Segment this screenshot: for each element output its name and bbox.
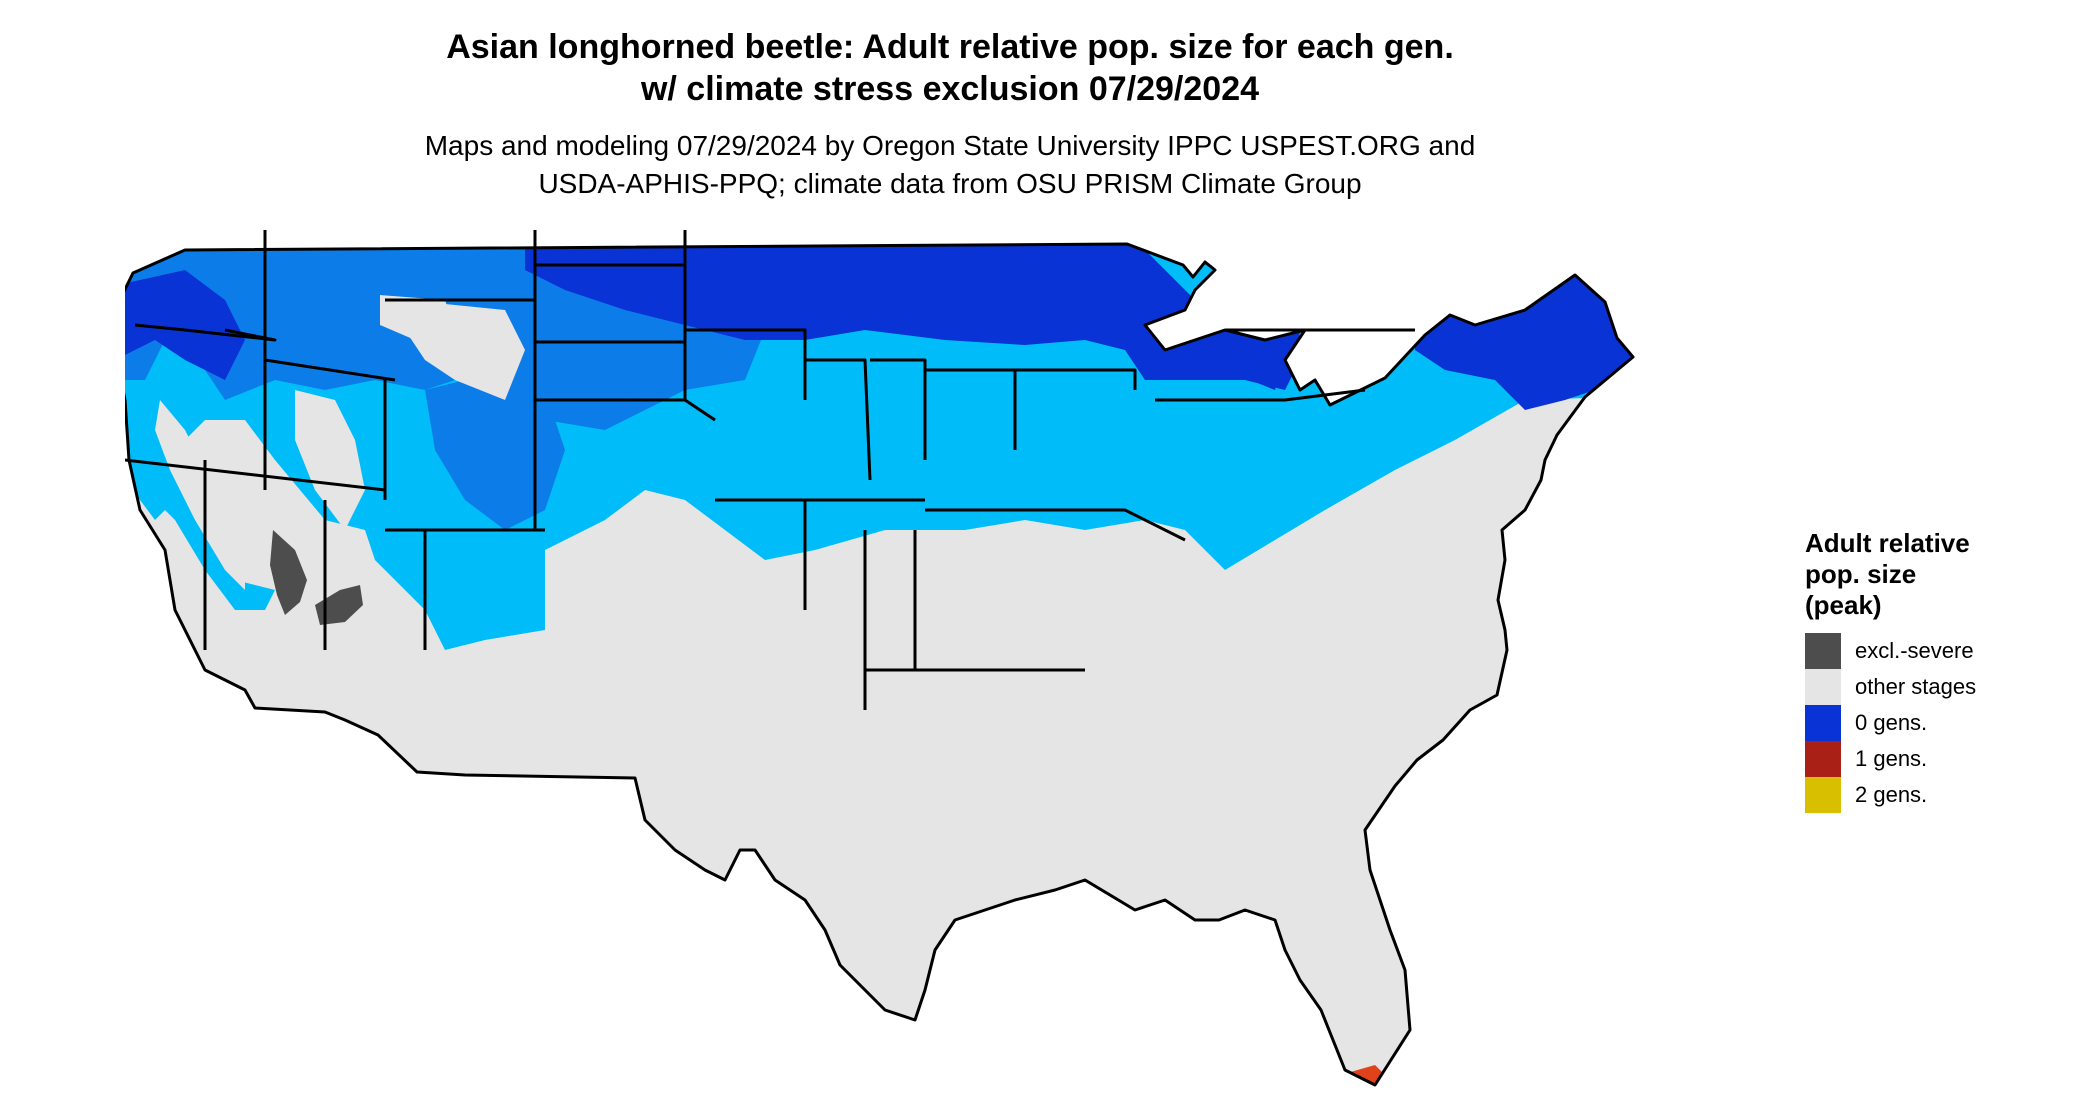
- border-in: [870, 358, 927, 460]
- legend-item-1-gens: 1 gens.: [1805, 741, 2085, 777]
- border-ia: [685, 328, 807, 400]
- legend-label-excl-severe: excl.-severe: [1855, 638, 1974, 663]
- legend-title-line-3: (peak): [1805, 590, 1882, 620]
- legend-label-2-gens: 2 gens.: [1855, 782, 1928, 807]
- legend-title-line-2: pop. size: [1805, 559, 1917, 589]
- us-map: [125, 230, 1765, 1116]
- border-il: [805, 358, 872, 481]
- map-legend: Adult relative pop. size (peak) excl.-se…: [1805, 528, 2085, 813]
- map-region-dark-blue-north: [525, 244, 1285, 390]
- border-va-md: [1155, 388, 1366, 402]
- legend-swatch-2-gens: [1805, 777, 1841, 813]
- border-wa-or: [134, 323, 277, 342]
- legend-item-excl-severe: excl.-severe: [1805, 633, 2085, 669]
- legend-item-2-gens: 2 gens.: [1805, 777, 2085, 813]
- map-region-grey-central-valley: [155, 400, 245, 590]
- map-subtitle-line-1: Maps and modeling 07/29/2024 by Oregon S…: [424, 130, 1476, 161]
- map-patch-excl-california-desert: [270, 530, 307, 615]
- map-region-mid-blue-rockies: [425, 370, 565, 530]
- state-borders: [125, 230, 1635, 1087]
- map-title: Asian longhorned beetle: Adult relative …: [0, 26, 1900, 110]
- legend-swatch-excl-severe: [1805, 633, 1841, 669]
- map-patch-grey-wyoming: [405, 300, 525, 400]
- legend-swatch-1-gens: [1805, 741, 1841, 777]
- map-title-line-2: w/ climate stress exclusion 07/29/2024: [640, 70, 1260, 108]
- border-ok-tx: [684, 398, 716, 422]
- legend-title-line-1: Adult relative: [1805, 528, 1970, 558]
- border-id-mt: [264, 358, 396, 382]
- map-subtitle: Maps and modeling 07/29/2024 by Oregon S…: [0, 127, 1900, 203]
- map-region-dark-blue-new-england: [1415, 250, 1633, 410]
- border-or-south: [125, 458, 386, 492]
- map-fill: [125, 244, 1633, 1085]
- map-region-dark-blue-northwest-coast: [125, 270, 245, 380]
- legend-label-other-stages: other stages: [1855, 674, 1977, 699]
- legend-label-0-gens: 0 gens.: [1855, 710, 1928, 735]
- map-subtitle-line-2: USDA-APHIS-PPQ; climate data from OSU PR…: [538, 168, 1362, 199]
- legend-item-0-gens: 0 gens.: [1805, 705, 2085, 741]
- map-patch-excl-arizona: [315, 585, 363, 625]
- us-map-svg: [125, 230, 1635, 1087]
- legend-swatch-other-stages: [1805, 669, 1841, 705]
- map-title-line-1: Asian longhorned beetle: Adult relative …: [446, 28, 1454, 66]
- legend-swatch-0-gens: [1805, 705, 1841, 741]
- legend-label-1-gens: 1 gens.: [1855, 746, 1928, 771]
- legend-title: Adult relative pop. size (peak): [1805, 528, 2085, 621]
- map-patch-grey-nevada: [295, 390, 365, 530]
- border-nc-sc: [925, 508, 1186, 542]
- border-pa: [1015, 368, 1137, 390]
- legend-item-other-stages: other stages: [1805, 669, 2085, 705]
- legend-items: excl.-severe other stages 0 gens. 1 gens…: [1805, 633, 2085, 813]
